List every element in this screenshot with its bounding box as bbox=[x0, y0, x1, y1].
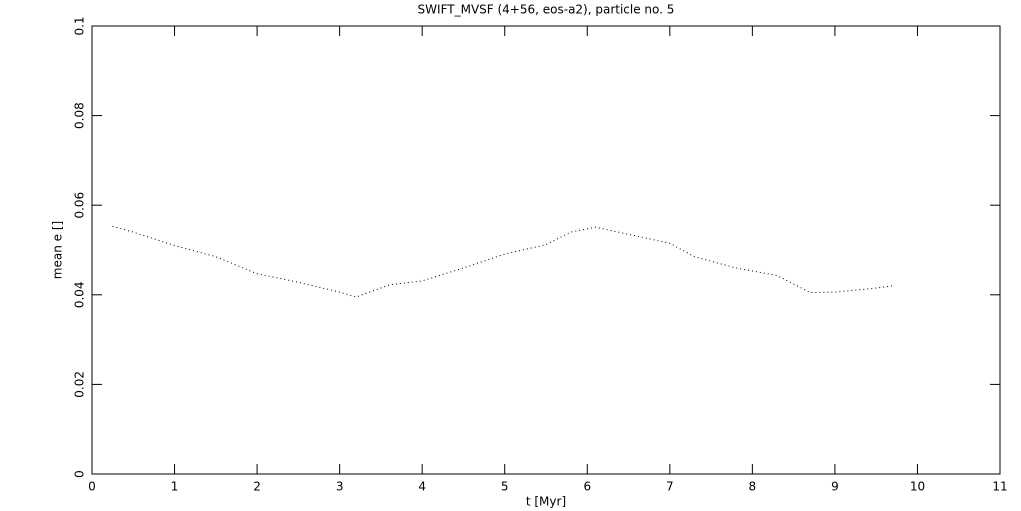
y-tick-label: 0.02 bbox=[73, 371, 87, 398]
y-tick-label: 0 bbox=[73, 470, 87, 478]
y-tick-label: 0.1 bbox=[73, 16, 87, 35]
x-tick-label: 8 bbox=[749, 480, 757, 494]
chart-title: SWIFT_MVSF (4+56, eos-a2), particle no. … bbox=[418, 3, 675, 17]
x-tick-label: 5 bbox=[501, 480, 509, 494]
x-tick-label: 6 bbox=[583, 480, 591, 494]
x-tick-label: 3 bbox=[336, 480, 344, 494]
x-tick-label: 1 bbox=[171, 480, 179, 494]
x-axis-label: t [Myr] bbox=[526, 495, 566, 509]
x-tick-label: 10 bbox=[910, 480, 925, 494]
y-tick-label: 0.04 bbox=[73, 281, 87, 308]
x-tick-label: 7 bbox=[666, 480, 674, 494]
x-tick-label: 4 bbox=[418, 480, 426, 494]
x-tick-label: 11 bbox=[992, 480, 1007, 494]
y-tick-label: 0.08 bbox=[73, 102, 87, 129]
data-line bbox=[112, 225, 893, 298]
x-tick-label: 2 bbox=[253, 480, 261, 494]
x-tick-label: 0 bbox=[88, 480, 96, 494]
y-tick-label: 0.06 bbox=[73, 192, 87, 219]
y-axis-label: mean e [] bbox=[51, 221, 65, 279]
x-tick-label: 9 bbox=[831, 480, 839, 494]
plot-frame bbox=[91, 25, 1001, 475]
